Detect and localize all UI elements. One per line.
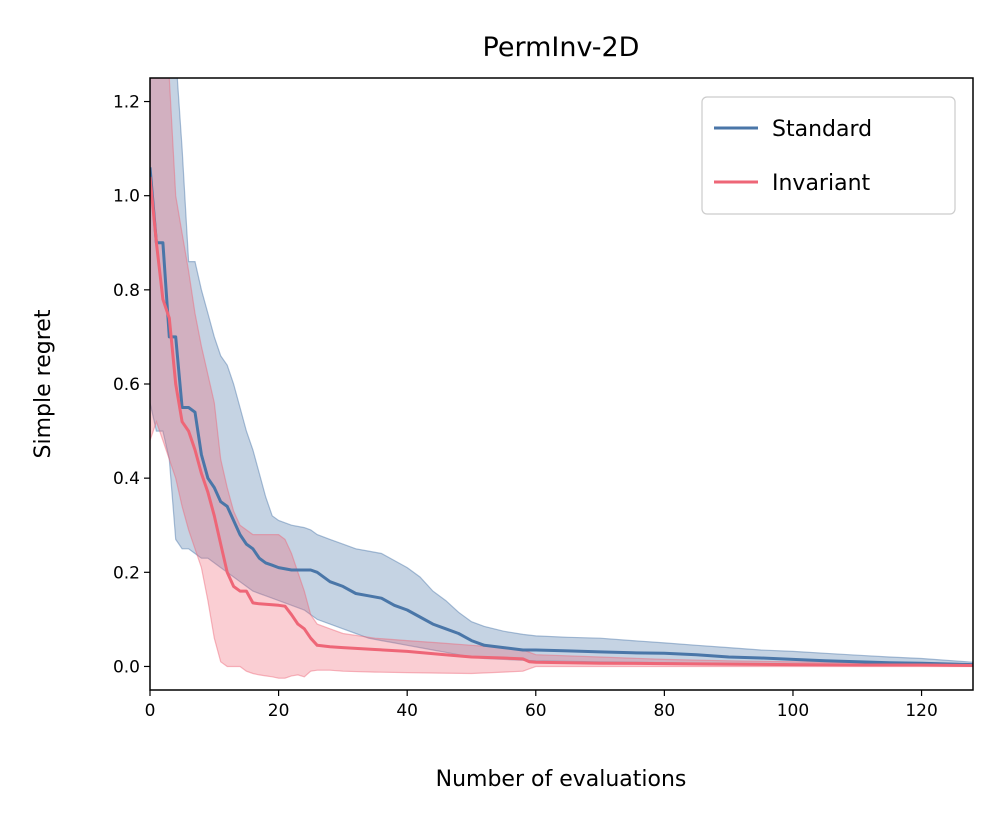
y-tick-label: 1.0 (113, 187, 140, 207)
y-axis: 0.0 0.2 0.4 0.6 0.8 1.0 1.2 (113, 93, 150, 677)
x-tick-label: 60 (525, 701, 547, 721)
series-line-standard (150, 167, 973, 667)
x-tick-label: 40 (396, 701, 418, 721)
plot-area (150, 78, 973, 679)
x-tick-label: 120 (905, 701, 937, 721)
x-axis-label: Number of evaluations (436, 767, 687, 792)
y-tick-label: 0.4 (113, 469, 140, 489)
y-tick-label: 1.2 (113, 93, 140, 113)
y-tick-label: 0.0 (113, 657, 140, 677)
legend-label-standard: Standard (772, 117, 872, 142)
band-standard (150, 78, 973, 667)
legend-label-invariant: Invariant (772, 171, 871, 196)
x-tick-label: 100 (777, 701, 809, 721)
chart-title: PermInv-2D (483, 32, 640, 63)
y-axis-label: Simple regret (31, 309, 56, 458)
band-invariant (150, 78, 973, 679)
legend-box (701, 96, 956, 215)
series-line-invariant (150, 176, 973, 667)
y-tick-label: 0.6 (113, 375, 140, 395)
x-tick-label: 80 (654, 701, 676, 721)
x-tick-label: 20 (268, 701, 290, 721)
x-axis: 0 20 40 60 80 100 120 (145, 690, 938, 721)
y-tick-label: 0.8 (113, 281, 140, 301)
x-tick-label: 0 (145, 701, 156, 721)
y-tick-label: 0.2 (113, 563, 140, 583)
legend: Standard Invariant (701, 96, 956, 215)
